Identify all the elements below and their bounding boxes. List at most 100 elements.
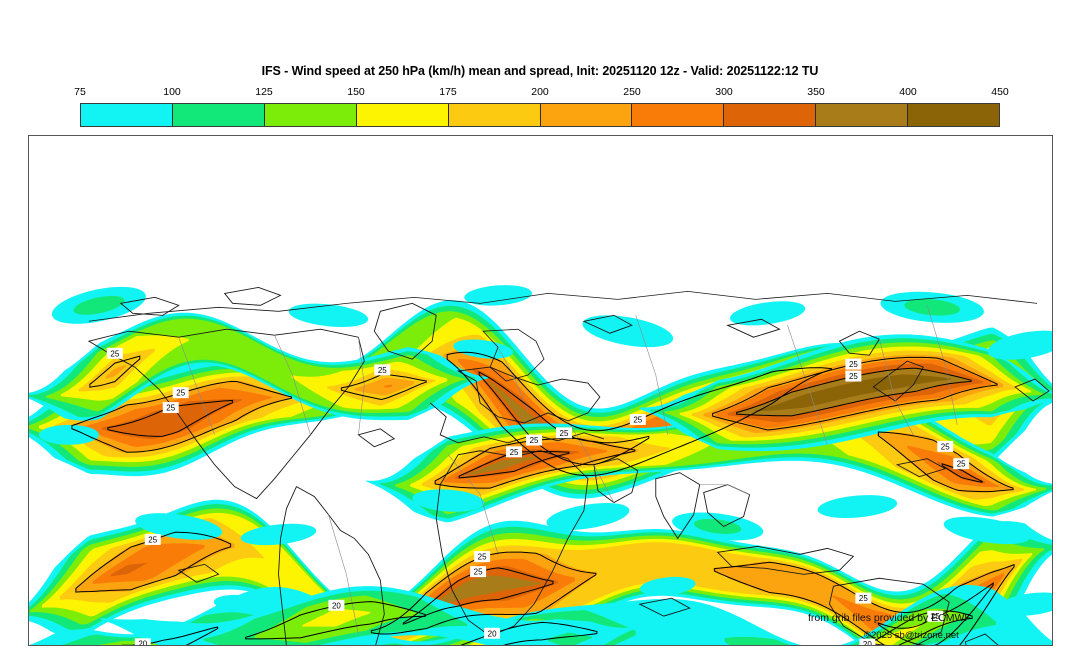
spread-contour xyxy=(89,355,141,388)
spread-contour xyxy=(402,567,554,625)
coastline xyxy=(964,633,999,645)
coastline xyxy=(655,472,701,540)
svg-text:25: 25 xyxy=(530,436,539,445)
colorbar-tick-450: 450 xyxy=(991,86,1009,98)
spread-contour xyxy=(71,380,292,453)
contour-label: 20 xyxy=(484,627,501,639)
coastline xyxy=(177,563,220,583)
colorbar-tick-100: 100 xyxy=(163,86,181,98)
colorbar-band-125-150 xyxy=(264,104,357,126)
svg-text:25: 25 xyxy=(931,612,940,621)
svg-text:25: 25 xyxy=(176,389,185,398)
colorbar-band-75-100 xyxy=(81,104,173,126)
coastline xyxy=(87,328,365,500)
svg-text:25: 25 xyxy=(957,460,966,469)
credit-source: from grib files provided by ECMWF xyxy=(808,612,971,624)
spread-contour xyxy=(245,601,426,640)
coastline xyxy=(838,330,881,356)
spread-contour xyxy=(877,582,994,645)
political-border xyxy=(497,347,529,412)
svg-text:25: 25 xyxy=(110,349,119,358)
svg-text:20: 20 xyxy=(863,640,872,645)
colorbar-tick-350: 350 xyxy=(807,86,825,98)
colorbar-tick-250: 250 xyxy=(623,86,641,98)
spread-contour xyxy=(714,561,1015,645)
spread-contour xyxy=(877,431,1014,493)
spread-contour xyxy=(865,610,973,645)
political-border xyxy=(926,305,958,425)
global-wind-speed-map: 2525252525252525252525252525252525202020… xyxy=(29,136,1052,645)
political-border xyxy=(635,315,669,435)
colorbar-band-200-250 xyxy=(540,104,633,126)
colorbar-bands xyxy=(80,103,1000,127)
colorbar-band-250-300 xyxy=(632,104,725,126)
contour-label: 25 xyxy=(172,387,189,399)
svg-text:25: 25 xyxy=(166,404,175,413)
coastline xyxy=(482,328,545,382)
political-border xyxy=(447,454,499,555)
spread-contour xyxy=(340,374,427,400)
colorbar-tick-125: 125 xyxy=(255,86,273,98)
contour-label: 25 xyxy=(144,533,161,545)
colorbar-band-350-400 xyxy=(816,104,909,126)
colorbar-band-100-125 xyxy=(172,104,265,126)
spread-contour xyxy=(736,367,972,417)
spread-contour xyxy=(120,626,219,645)
contour-label: 25 xyxy=(927,610,944,622)
chart-title: IFS - Wind speed at 250 hPa (km/h) mean … xyxy=(261,64,819,78)
svg-text:25: 25 xyxy=(560,429,569,438)
svg-text:25: 25 xyxy=(633,415,642,424)
colorbar-tick-150: 150 xyxy=(347,86,365,98)
contour-label: 25 xyxy=(162,402,179,414)
coastline xyxy=(373,302,437,360)
contour-label: 25 xyxy=(474,551,491,563)
contour-label: 20 xyxy=(328,599,345,611)
coastline xyxy=(357,428,396,448)
spread-contour xyxy=(107,399,234,437)
svg-text:20: 20 xyxy=(138,640,147,645)
coastline xyxy=(1014,378,1050,402)
contour-label: 25 xyxy=(506,446,523,458)
coastline xyxy=(582,314,633,334)
coastline xyxy=(716,545,855,575)
colorbar-band-300-350 xyxy=(724,104,817,126)
svg-text:20: 20 xyxy=(332,601,341,610)
contour-label: 25 xyxy=(374,364,391,376)
svg-text:25: 25 xyxy=(148,535,157,544)
political-border xyxy=(178,337,215,435)
political-border xyxy=(358,337,365,435)
political-border xyxy=(787,325,828,445)
spread-contour xyxy=(460,621,598,645)
spread-contour xyxy=(370,551,597,635)
colorbar-tick-175: 175 xyxy=(439,86,457,98)
coastline xyxy=(119,296,180,316)
contour-label: 25 xyxy=(855,592,872,604)
colorbar-tick-200: 200 xyxy=(531,86,549,98)
svg-text:25: 25 xyxy=(474,568,483,577)
contour-label: 25 xyxy=(629,414,646,425)
coastline xyxy=(593,458,639,504)
svg-text:25: 25 xyxy=(941,442,950,451)
spread-contour xyxy=(75,531,232,593)
political-border xyxy=(699,484,750,495)
coastline xyxy=(278,485,385,645)
svg-text:25: 25 xyxy=(859,594,868,603)
map-panel[interactable]: 25 25 25 25 25 25 25 25 25 25 25 25 25 25 25 25 25 20 20 20… xyxy=(28,135,1053,646)
svg-text:25: 25 xyxy=(510,448,519,457)
spread-contour xyxy=(712,356,998,431)
political-border xyxy=(274,335,311,435)
spread-contour xyxy=(458,451,570,479)
coastline xyxy=(456,366,601,424)
contour-label: 25 xyxy=(845,358,862,370)
coastline xyxy=(88,290,1038,322)
contour-label: 25 xyxy=(937,440,954,452)
svg-text:25: 25 xyxy=(478,553,487,562)
colorbar-tick-300: 300 xyxy=(715,86,733,98)
contour-label: 25 xyxy=(845,370,862,382)
coastline xyxy=(828,577,950,645)
contour-label: 25 xyxy=(555,427,572,439)
colorbar-tick-labels: 75 100 125 150 175 200 250 300 350 400 450 xyxy=(74,86,1009,102)
colorbar-tick-400: 400 xyxy=(899,86,917,98)
contour-label: 20 xyxy=(859,638,876,645)
svg-text:25: 25 xyxy=(849,360,858,369)
